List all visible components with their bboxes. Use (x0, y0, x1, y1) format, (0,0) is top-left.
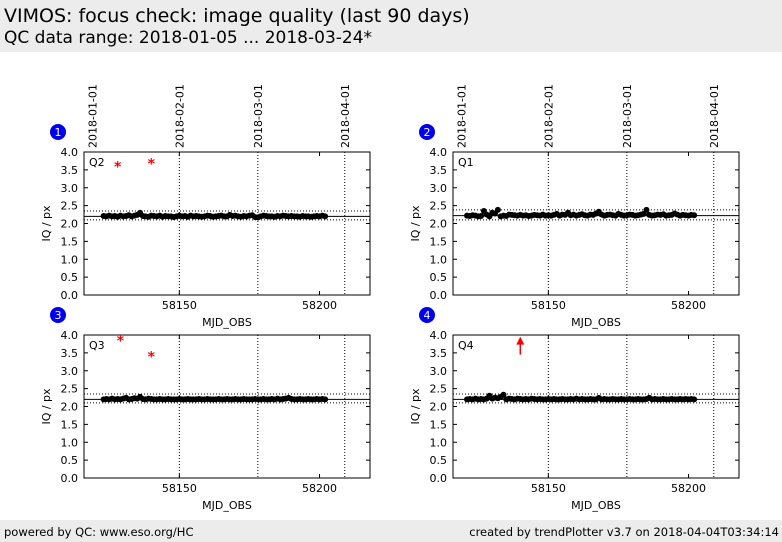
chart-2-badge-number: 2 (424, 126, 431, 139)
chart-4-y-tick-label: 1.0 (430, 436, 448, 449)
chart-1-data-point (322, 213, 329, 220)
chart-1-outlier-point: * (148, 157, 156, 173)
chart-4-y-tick-label: 3.0 (430, 365, 448, 378)
footer-generator: created by trendPlotter v3.7 on 2018-04-… (469, 525, 779, 539)
chart-3-frame (83, 334, 371, 479)
chart-3-y-tick-label: 3.0 (61, 365, 79, 378)
chart-4-x-tick-label: 58150 (531, 482, 566, 495)
chart-1-outlier-point: * (114, 160, 122, 176)
chart-4-frame (452, 334, 740, 479)
header-bar: VIMOS: focus check: image quality (last … (0, 0, 782, 52)
chart-1-x-axis-label: MJD_OBS (202, 316, 252, 329)
chart-1-y-tick-label: 0.5 (61, 271, 79, 284)
chart-2-y-tick-label: 4.0 (430, 146, 448, 159)
chart-4-x-axis-label: MJD_OBS (571, 499, 621, 512)
chart-2-y-tick-label: 0.5 (430, 271, 448, 284)
chart-1-badge-number: 1 (55, 126, 62, 139)
chart-3-y-tick-label: 4.0 (61, 329, 79, 342)
chart-1-y-tick-label: 4.0 (61, 146, 79, 159)
chart-2-y-tick-label: 3.5 (430, 164, 448, 177)
chart-3-y-tick-label: 1.0 (61, 436, 79, 449)
chart-1-quadrant-label: Q2 (89, 156, 105, 169)
chart-1-frame (83, 151, 371, 296)
chart-1-y-tick-label: 1.5 (61, 235, 79, 248)
chart-2-quadrant-label: Q1 (458, 156, 474, 169)
chart-2-y-tick-label: 1.5 (430, 235, 448, 248)
chart-3-y-tick-label: 0.0 (61, 472, 79, 485)
chart-4-y-tick-label: 0.5 (430, 454, 448, 467)
chart-2-date-tick-label: 2018-02-01 (542, 84, 555, 148)
chart-3-y-axis-label: IQ / px (40, 388, 53, 425)
page-subtitle: QC data range: 2018-01-05 ... 2018-03-24… (4, 28, 373, 48)
chart-4-y-tick-label: 2.5 (430, 383, 448, 396)
chart-2-date-tick-label: 2018-03-01 (621, 84, 634, 148)
chart-1-y-tick-label: 2.0 (61, 218, 79, 231)
chart-1-y-axis-label: IQ / px (40, 205, 53, 242)
chart-2-data-point (494, 206, 501, 213)
chart-4-y-axis-label: IQ / px (409, 388, 422, 425)
chart-1-badge-circle (50, 124, 66, 140)
chart-4-data-point (691, 396, 698, 403)
chart-2-badge-circle (419, 124, 435, 140)
chart-3-badge-circle (50, 307, 66, 323)
plot-area: 0.0 0.5 1.0 1.5 2.0 2.5 3.0 3.5 4.0 58150 58200 MJD… (40, 84, 740, 512)
chart-4-y-tick-label: 0.0 (430, 472, 448, 485)
chart-1-date-tick-label: 2018-02-01 (173, 84, 186, 148)
chart-4-y-tick-label: 1.5 (430, 418, 448, 431)
chart-2-x-axis-label: MJD_OBS (571, 316, 621, 329)
chart-3-y-tick-label: 2.5 (61, 383, 79, 396)
chart-4-offscale-arrow-icon (516, 336, 525, 345)
chart-2-data-point (691, 212, 698, 219)
chart-2-y-tick-label: 0.0 (430, 289, 448, 302)
chart-3-x-tick-label: 58150 (162, 482, 197, 495)
chart-1-y-tick-label: 2.5 (61, 200, 79, 213)
chart-2-y-axis-label: IQ / px (409, 205, 422, 242)
chart-4-badge-circle (419, 307, 435, 323)
chart-4-quadrant-label: Q4 (458, 339, 474, 352)
chart-3-quadrant-label: Q3 (89, 339, 105, 352)
chart-2-frame (452, 151, 740, 296)
page-title: VIMOS: focus check: image quality (last … (4, 5, 470, 27)
footer-credit: powered by QC: www.eso.org/HC (4, 525, 194, 539)
chart-1-x-tick-label: 58150 (162, 299, 197, 312)
chart-1-date-tick-label: 2018-01-01 (86, 84, 99, 148)
chart-4-badge-number: 4 (424, 309, 431, 322)
chart-3-x-tick-label: 58200 (302, 482, 337, 495)
chart-1-x-tick-label: 58200 (302, 299, 337, 312)
chart-2-y-tick-label: 2.0 (430, 218, 448, 231)
chart-2-y-tick-label: 1.0 (430, 253, 448, 266)
chart-2-date-tick-label: 2018-04-01 (708, 84, 721, 148)
chart-1-y-tick-label: 0.0 (61, 289, 79, 302)
chart-2-y-tick-label: 2.5 (430, 200, 448, 213)
chart-1-y-tick-label: 3.5 (61, 164, 79, 177)
chart-3-x-axis-label: MJD_OBS (202, 499, 252, 512)
chart-4-y-tick-label: 2.0 (430, 401, 448, 414)
chart-2-data-point (643, 206, 650, 213)
chart-4-y-tick-label: 3.5 (430, 347, 448, 360)
chart-3-outlier-point: * (148, 350, 156, 366)
chart-3-outlier-point: * (117, 333, 125, 349)
chart-2-x-tick-label: 58150 (531, 299, 566, 312)
chart-4-y-tick-label: 4.0 (430, 329, 448, 342)
chart-3-badge-number: 3 (55, 309, 62, 322)
chart-2-date-tick-label: 2018-01-01 (455, 84, 468, 148)
chart-3-y-tick-label: 1.5 (61, 418, 79, 431)
chart-4-x-tick-label: 58200 (671, 482, 706, 495)
chart-4-data-point (500, 391, 507, 398)
chart-3-y-tick-label: 2.0 (61, 401, 79, 414)
chart-1-date-tick-label: 2018-04-01 (339, 84, 352, 148)
chart-3-data-point (322, 396, 329, 403)
chart-3-y-tick-label: 0.5 (61, 454, 79, 467)
chart-1-date-tick-label: 2018-03-01 (252, 84, 265, 148)
chart-2-data-point (478, 212, 485, 219)
footer-bar: powered by QC: www.eso.org/HC created by… (0, 520, 782, 542)
chart-2-x-tick-label: 58200 (671, 299, 706, 312)
chart-3-y-tick-label: 3.5 (61, 347, 79, 360)
chart-1-y-tick-label: 1.0 (61, 253, 79, 266)
chart-1-y-tick-label: 3.0 (61, 182, 79, 195)
chart-2-y-tick-label: 3.0 (430, 182, 448, 195)
